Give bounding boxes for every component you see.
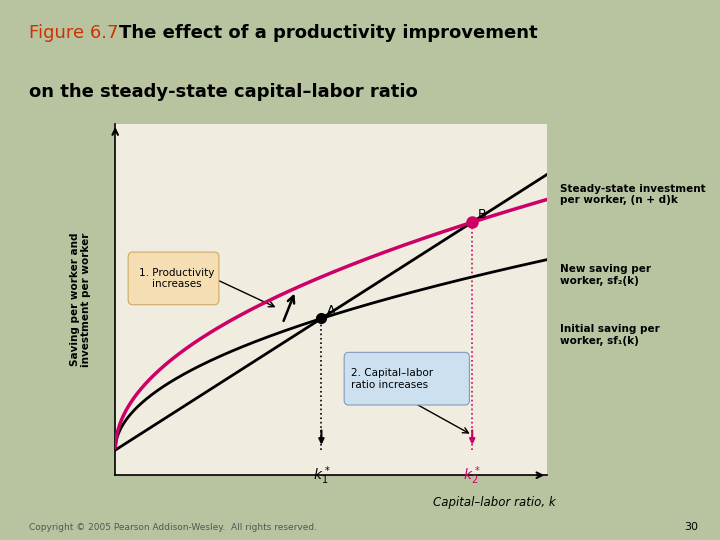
Text: Steady-state investment
per worker, (n + d)k: Steady-state investment per worker, (n +… <box>560 184 706 205</box>
Text: New saving per
worker, sf₂(k): New saving per worker, sf₂(k) <box>560 264 651 286</box>
Text: A: A <box>327 304 335 317</box>
Text: Capital–labor ratio, k: Capital–labor ratio, k <box>433 496 556 509</box>
Text: $k_2^*$: $k_2^*$ <box>464 464 481 487</box>
Text: 2. Capital–labor
ratio increases: 2. Capital–labor ratio increases <box>351 368 433 390</box>
Text: $k_1^*$: $k_1^*$ <box>312 464 330 487</box>
FancyBboxPatch shape <box>128 252 219 305</box>
Text: 30: 30 <box>685 522 698 532</box>
Text: on the steady-state capital–labor ratio: on the steady-state capital–labor ratio <box>29 83 418 100</box>
Text: B: B <box>477 208 486 221</box>
Text: The effect of a productivity improvement: The effect of a productivity improvement <box>119 24 537 42</box>
Text: Saving per worker and
investment per worker: Saving per worker and investment per wor… <box>70 233 91 367</box>
FancyBboxPatch shape <box>344 353 469 405</box>
Text: Initial saving per
worker, sf₁(k): Initial saving per worker, sf₁(k) <box>560 324 660 346</box>
Text: Figure 6.7: Figure 6.7 <box>29 24 118 42</box>
Text: 1. Productivity
    increases: 1. Productivity increases <box>139 268 215 289</box>
Text: Copyright © 2005 Pearson Addison-Wesley.  All rights reserved.: Copyright © 2005 Pearson Addison-Wesley.… <box>29 523 317 532</box>
